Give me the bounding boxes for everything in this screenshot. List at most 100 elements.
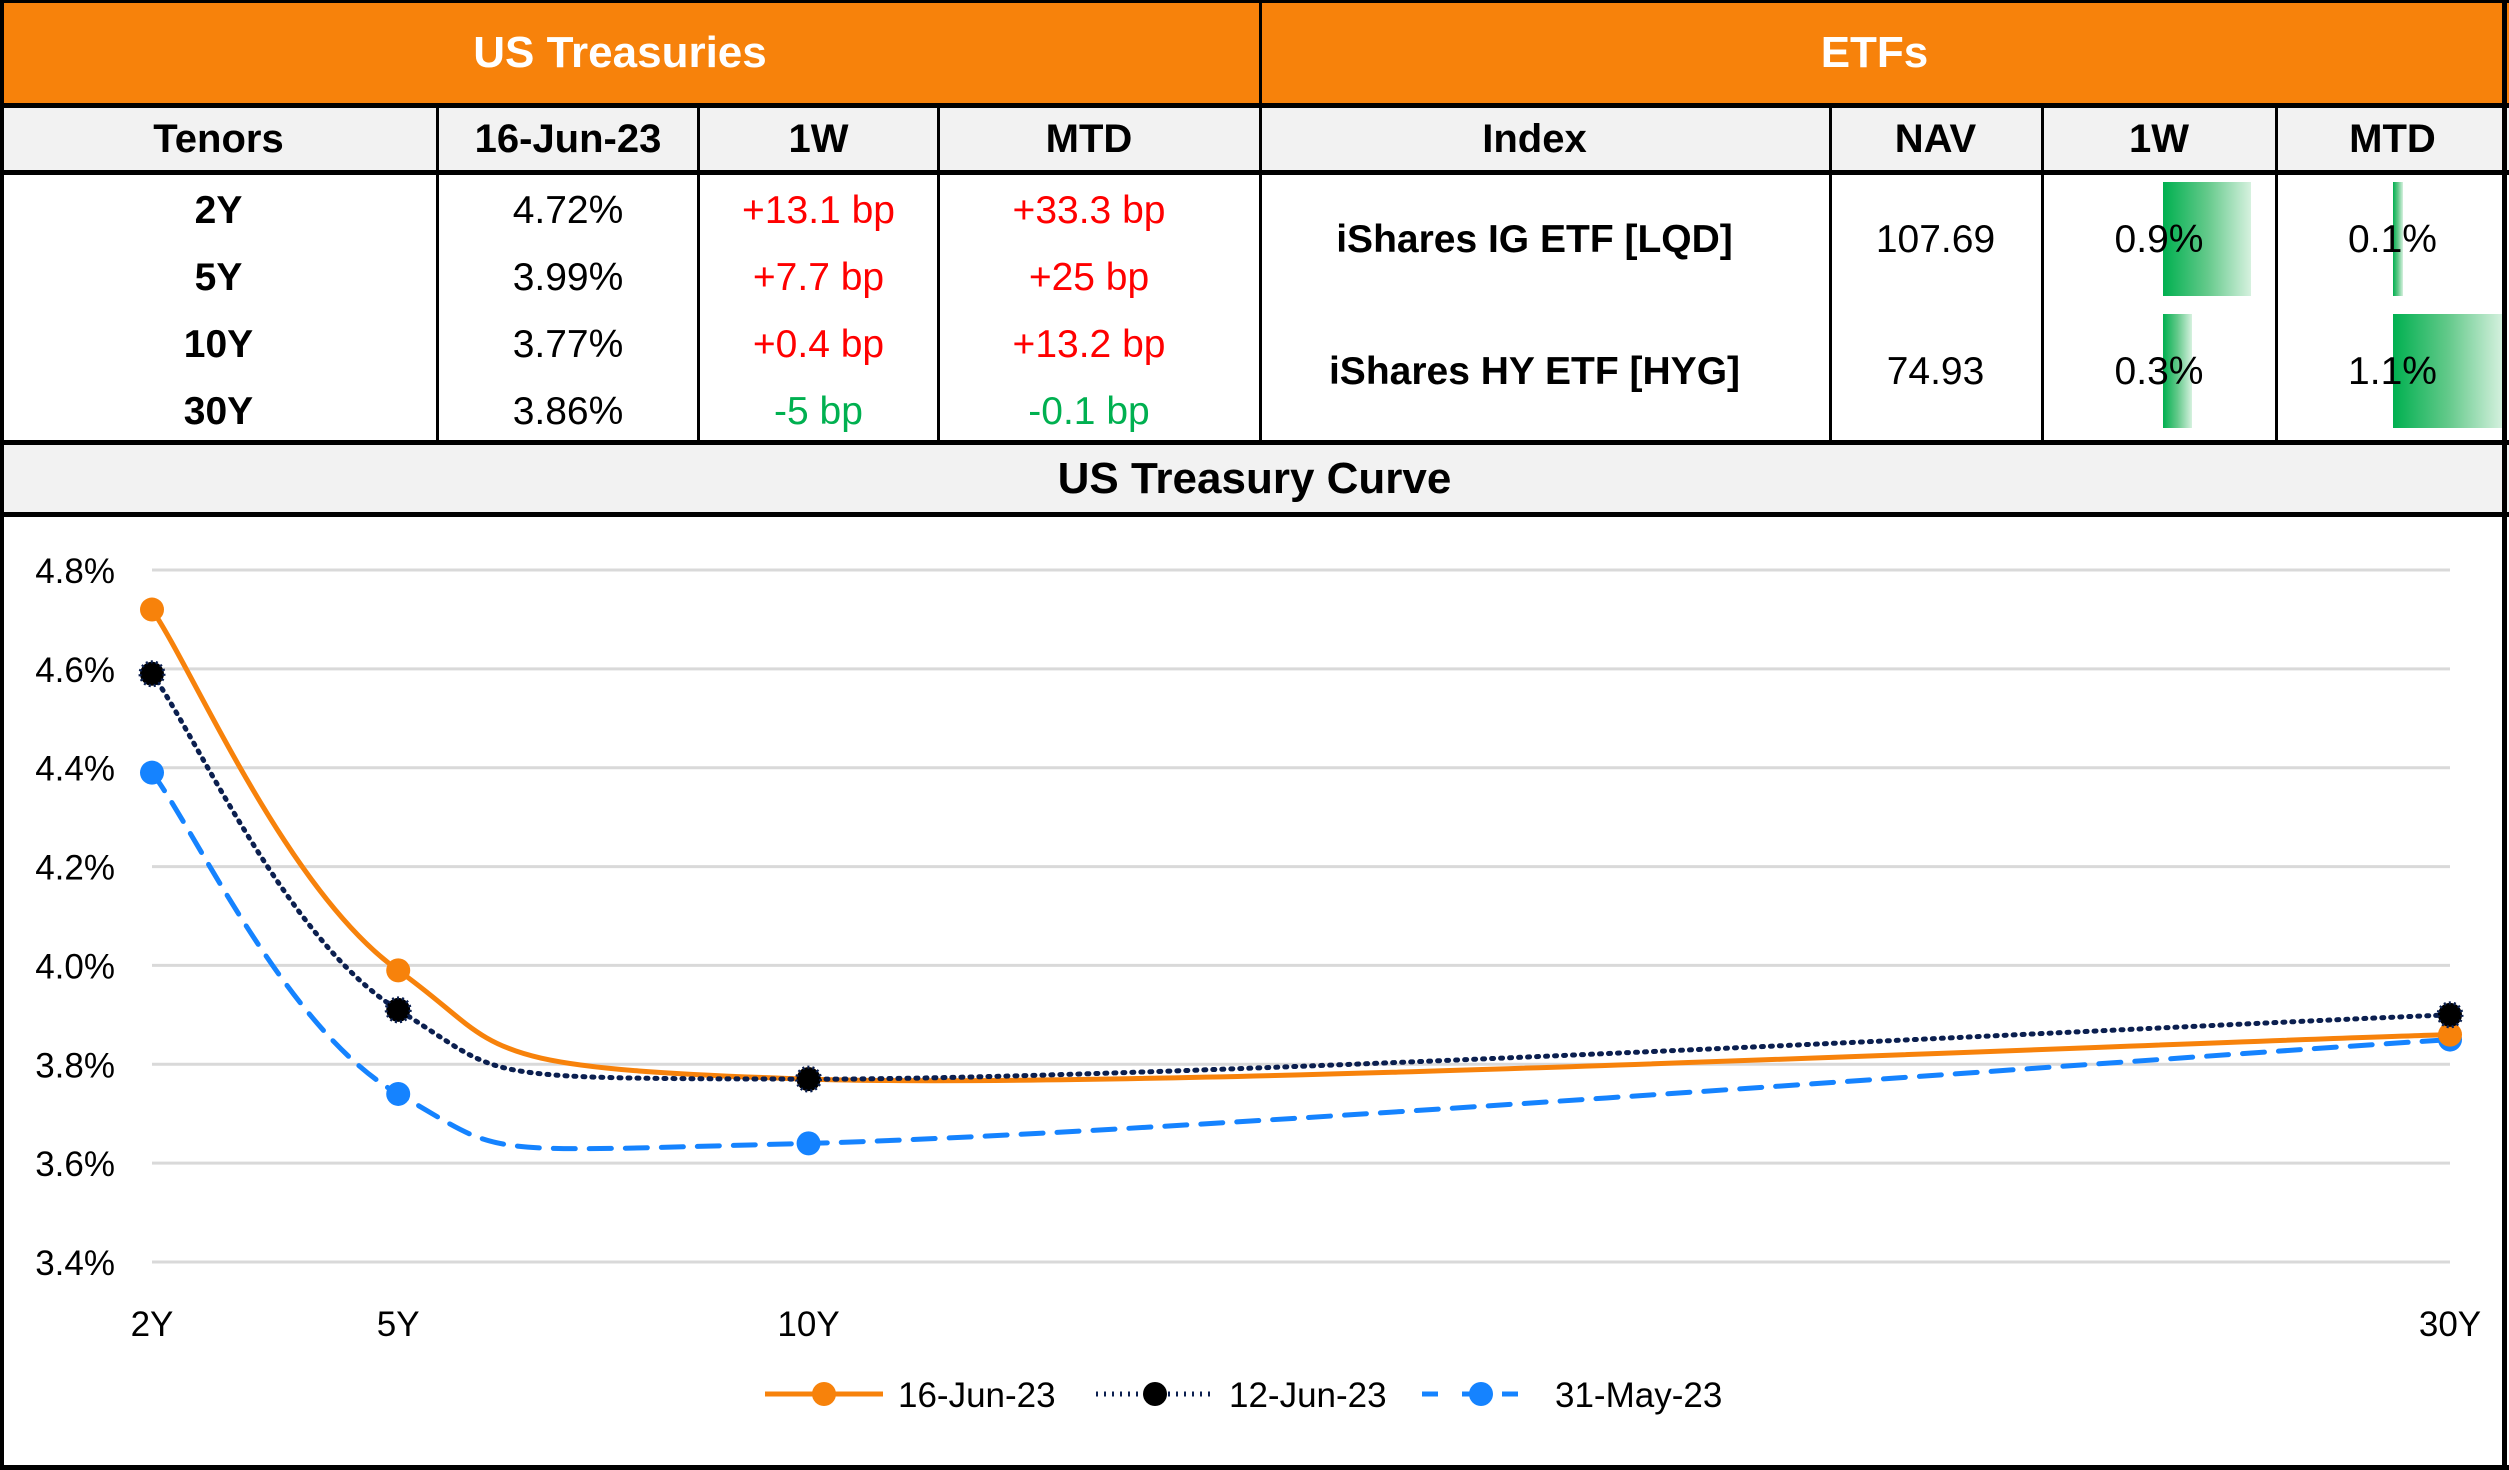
x-tick-label: 2Y xyxy=(131,1305,174,1344)
x-tick-label: 5Y xyxy=(377,1305,420,1344)
y-tick-label: 4.8% xyxy=(35,552,115,591)
y-tick-label: 4.6% xyxy=(35,651,115,690)
etf-mtd-databar xyxy=(2393,314,2503,428)
series-lines xyxy=(138,597,2464,1156)
col-sep-6 xyxy=(2041,105,2044,442)
header-etf-1w: 1W xyxy=(2042,105,2276,173)
data-point xyxy=(386,1081,411,1106)
legend-label: 16-Jun-23 xyxy=(898,1376,1056,1415)
bottom-border xyxy=(0,1465,2509,1470)
series-line-16-Jun-23 xyxy=(149,607,2453,1084)
etf-w1-cell: 0.9% xyxy=(2114,218,2204,261)
y-tick-label: 4.2% xyxy=(35,849,115,888)
etf-w1-databar xyxy=(2163,314,2193,428)
header-tenors-label: Tenors xyxy=(153,116,284,161)
data-point xyxy=(138,660,166,688)
etf-mtd-cell: 0.1% xyxy=(2348,218,2437,261)
etf-index-cell: iShares HY ETF [HYG] xyxy=(1328,350,1741,393)
legend-marker xyxy=(812,1382,836,1406)
treasury-mtd-cell: +25 bp xyxy=(1028,256,1150,299)
etfs-title: ETFs xyxy=(1820,27,1929,77)
chart-title-bottom-border xyxy=(0,512,2509,517)
treasury-yield-cell: 4.72% xyxy=(512,189,624,232)
left-border xyxy=(0,0,4,1470)
col-sep-3 xyxy=(937,105,940,442)
header-mtd-label: MTD xyxy=(1045,116,1133,161)
header-1w: 1W xyxy=(699,105,938,173)
header-index-label: Index xyxy=(1482,116,1587,161)
header-etf-mtd: MTD xyxy=(2276,105,2509,173)
etf-nav-cell: 74.93 xyxy=(1886,350,1985,393)
header-1w-label: 1W xyxy=(788,116,849,161)
data-point xyxy=(386,958,411,983)
col-sep-4 xyxy=(1259,0,1262,442)
y-tick-label: 3.8% xyxy=(35,1046,115,1085)
treasury-yield-cell: 3.77% xyxy=(512,323,624,366)
header-mtd: MTD xyxy=(938,105,1240,173)
col-sep-2 xyxy=(697,105,700,442)
top-border xyxy=(0,0,2509,3)
treasury-tenor-cell: 30Y xyxy=(183,390,254,433)
col-sep-1 xyxy=(436,105,439,442)
etf-nav-cell: 107.69 xyxy=(1875,218,1996,261)
legend-label: 12-Jun-23 xyxy=(1229,1376,1387,1415)
header-etf-1w-label: 1W xyxy=(2129,116,2189,161)
header-nav: NAV xyxy=(1829,105,2042,173)
header-date: 16-Jun-23 xyxy=(437,105,699,173)
x-tick-label: 30Y xyxy=(2419,1305,2481,1344)
legend-marker xyxy=(1143,1382,1167,1406)
treasury-curve-chart: 3.4% 3.6% 3.8% 4.0% 4.2% 4.4% 4.6% 4.8% 2Y 5Y 10Y… xyxy=(35,552,2482,1415)
treasury-mtd-cell: +33.3 bp xyxy=(1012,189,1166,232)
data-point xyxy=(140,760,164,785)
data-point xyxy=(384,996,412,1024)
x-tick-label: 10Y xyxy=(777,1305,839,1344)
y-tick-label: 4.4% xyxy=(35,750,115,789)
treasury-w1-cell: +7.7 bp xyxy=(752,256,885,299)
data-point xyxy=(2438,1022,2462,1047)
chart-title-bar: US Treasury Curve xyxy=(0,442,2509,515)
treasury-yield-cell: 3.99% xyxy=(512,256,624,299)
etf-mtd-databar xyxy=(2393,182,2403,296)
data-point xyxy=(796,1131,821,1156)
x-axis-ticks: 2Y 5Y 10Y 30Y xyxy=(131,1305,2482,1344)
chart-title: US Treasury Curve xyxy=(1057,453,1452,503)
treasury-tenor-cell: 2Y xyxy=(194,189,243,232)
etfs-banner: ETFs xyxy=(1240,0,2509,105)
legend-label: 31-May-23 xyxy=(1555,1376,1722,1415)
gridlines xyxy=(152,568,2450,1264)
treasuries-title: US Treasuries xyxy=(473,27,767,77)
etf-w1-cell: 0.3% xyxy=(2114,350,2204,393)
data-point xyxy=(2436,1001,2464,1029)
treasury-w1-cell: +13.1 bp xyxy=(742,189,895,232)
header-bottom-border xyxy=(0,170,2509,175)
y-axis-ticks: 3.4% 3.6% 3.8% 4.0% 4.2% 4.4% 4.6% 4.8% xyxy=(35,552,115,1283)
etf-mtd-cell: 1.1% xyxy=(2348,350,2437,393)
header-date-label: 16-Jun-23 xyxy=(474,116,662,161)
data-point xyxy=(140,597,164,622)
treasury-w1-cell: -5 bp xyxy=(774,390,863,433)
etf-w1-databar xyxy=(2163,182,2251,296)
treasury-mtd-cell: -0.1 bp xyxy=(1028,390,1150,433)
y-tick-label: 3.6% xyxy=(35,1145,115,1184)
series-line-31-May-23 xyxy=(149,770,2453,1152)
header-etf-mtd-label: MTD xyxy=(2349,116,2436,161)
legend: 16-Jun-23 12-Jun-23 31-May-23 xyxy=(765,1376,1722,1415)
treasury-tenor-cell: 10Y xyxy=(183,323,254,366)
treasury-yield-cell: 3.86% xyxy=(512,390,624,433)
header-tenors: Tenors xyxy=(0,105,437,173)
col-sep-5 xyxy=(1829,105,1832,442)
table-bottom-border xyxy=(0,440,2509,445)
header-nav-label: NAV xyxy=(1894,116,1977,161)
treasury-w1-cell: +0.4 bp xyxy=(752,323,885,366)
series-line-12-Jun-23 xyxy=(149,671,2453,1082)
data-point xyxy=(795,1065,823,1093)
etf-index-cell: iShares IG ETF [LQD] xyxy=(1336,218,1733,261)
banner-bottom-border xyxy=(0,103,2509,108)
legend-marker xyxy=(1469,1382,1493,1406)
treasury-mtd-cell: +13.2 bp xyxy=(1012,323,1166,366)
header-index: Index xyxy=(1240,105,1829,173)
treasury-tenor-cell: 5Y xyxy=(194,256,243,299)
y-tick-label: 4.0% xyxy=(35,947,115,986)
col-sep-7 xyxy=(2275,105,2278,442)
right-border xyxy=(2502,0,2507,1470)
